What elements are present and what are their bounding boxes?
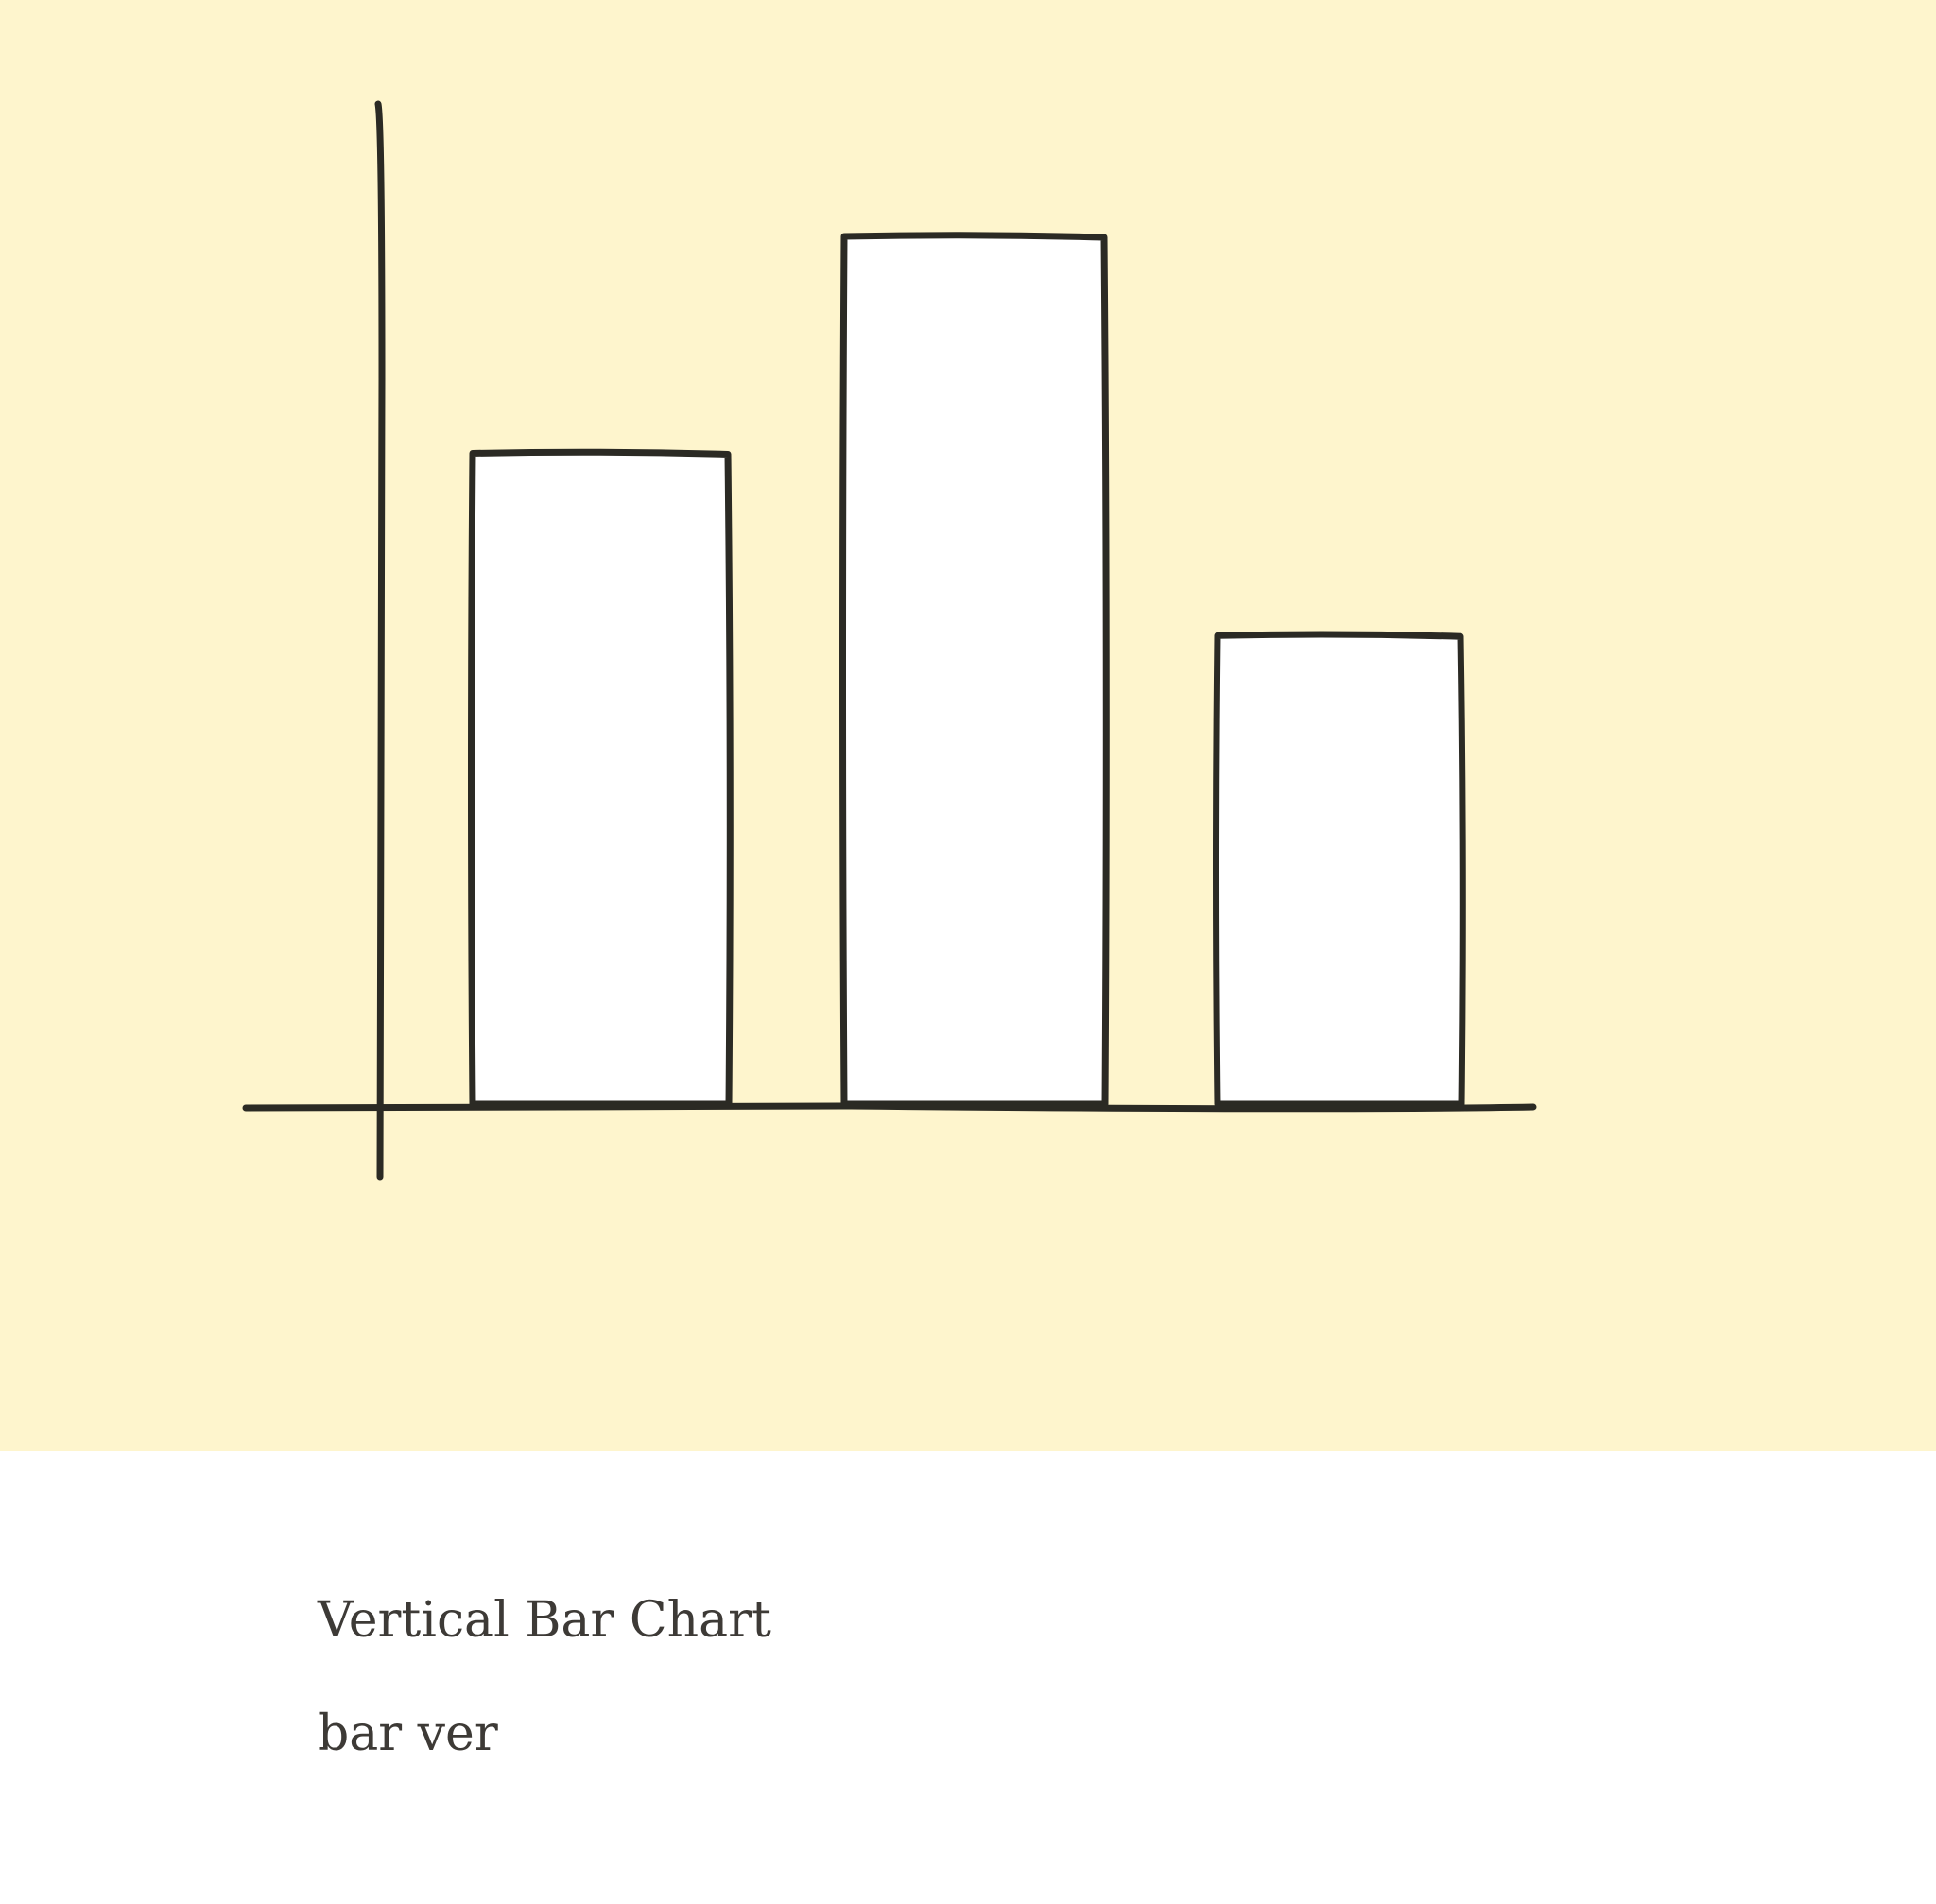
caption: Vertical Bar Chart bar ver xyxy=(318,1588,1641,1766)
caption-title: Vertical Bar Chart xyxy=(318,1592,771,1649)
bar-1 xyxy=(468,448,734,1108)
y-axis-line xyxy=(374,100,386,1181)
x-axis-line xyxy=(242,1102,1537,1113)
caption-subtitle: bar ver xyxy=(318,1705,498,1762)
illustration-panel xyxy=(0,0,1936,1451)
bars-group xyxy=(468,232,1466,1108)
bar-2 xyxy=(839,232,1110,1108)
vertical-bar-chart-sketch-icon xyxy=(242,100,1537,1181)
bar-3 xyxy=(1213,631,1466,1108)
